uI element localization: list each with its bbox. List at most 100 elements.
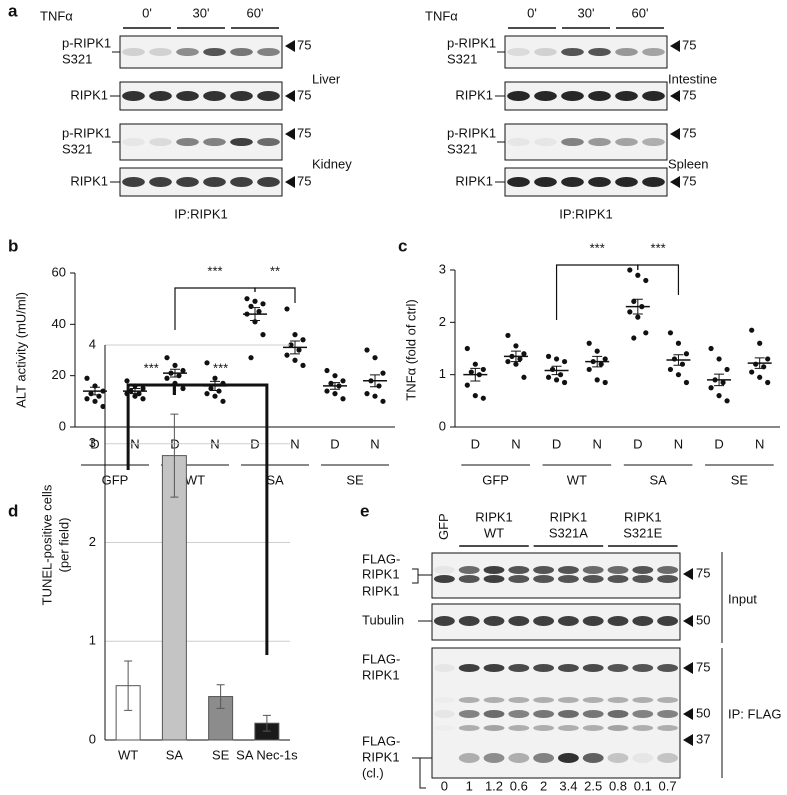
band — [533, 697, 555, 703]
row-label: (cl.) — [362, 765, 384, 780]
significance-bracket — [254, 287, 296, 303]
band — [657, 566, 679, 574]
data-point — [631, 335, 637, 341]
marker-arrow — [683, 615, 693, 627]
data-point — [180, 367, 186, 374]
data-point — [671, 356, 678, 362]
data-point — [724, 366, 730, 373]
band — [434, 697, 455, 703]
marker-arrow — [285, 176, 295, 188]
marker: 50 — [696, 612, 710, 627]
band — [483, 575, 505, 583]
row-label: RIPK1 — [362, 749, 400, 764]
band — [657, 710, 679, 718]
band — [607, 753, 629, 763]
y-tick-label: 60 — [52, 264, 66, 279]
tissue-label: Spleen — [668, 156, 708, 171]
data-point — [364, 347, 370, 353]
group-label: GFP — [482, 472, 509, 487]
data-point — [252, 298, 258, 304]
band — [508, 616, 530, 626]
band — [657, 664, 679, 672]
y-tick-label: 1 — [439, 366, 446, 381]
row-label: RIPK1 — [455, 87, 493, 102]
row-label: FLAG- — [362, 733, 400, 748]
band — [642, 91, 665, 101]
data-point — [480, 366, 486, 373]
marker-arrow — [670, 128, 680, 140]
marker: 50 — [696, 705, 710, 720]
band — [615, 48, 638, 56]
data-point — [757, 340, 763, 346]
band — [433, 616, 455, 626]
data-point — [164, 375, 170, 381]
data-point — [468, 369, 474, 375]
row-label: RIPK1 — [362, 583, 400, 598]
group-label: SE — [731, 472, 749, 487]
significance-bracket — [555, 264, 639, 320]
data-point — [180, 385, 186, 392]
band — [176, 48, 199, 56]
data-point — [505, 358, 511, 365]
panel-label: d — [8, 501, 18, 520]
sem-bar — [470, 367, 481, 382]
band — [588, 48, 611, 56]
x-tick-label: D — [90, 436, 99, 451]
x-tick-label: D — [330, 436, 339, 451]
y-axis-label: TNFα (fold of ctrl) — [403, 299, 418, 400]
row-label: S321 — [447, 141, 477, 156]
band — [203, 48, 226, 56]
blot — [504, 123, 668, 161]
row-label: FLAG- — [362, 651, 400, 666]
band — [508, 710, 530, 718]
significance-bracket — [637, 264, 680, 295]
treatment-label: TNFα — [40, 8, 73, 23]
band — [557, 753, 579, 763]
data-point — [292, 332, 298, 338]
band — [615, 177, 638, 187]
band — [458, 616, 480, 626]
data-point — [545, 374, 552, 380]
data-point — [376, 383, 382, 389]
band — [657, 753, 679, 763]
band — [607, 575, 629, 583]
band — [533, 664, 555, 672]
data-point — [380, 398, 386, 404]
timepoint: 60' — [247, 5, 264, 20]
band — [458, 566, 480, 574]
data-point — [260, 301, 266, 307]
x-tick-label: N — [592, 436, 601, 451]
timepoint: 30' — [193, 5, 210, 20]
data-point — [248, 355, 254, 361]
band — [582, 616, 604, 626]
quantification: 2.5 — [584, 778, 602, 793]
band — [458, 575, 480, 583]
significance: *** — [144, 360, 159, 375]
band — [588, 177, 611, 187]
data-point — [602, 356, 608, 362]
data-point — [586, 366, 592, 373]
group-label: RIPK1 — [624, 509, 662, 524]
significance: *** — [213, 360, 228, 375]
sem-bar — [250, 307, 260, 321]
tissue-label: Liver — [312, 71, 341, 86]
band — [557, 725, 579, 731]
band — [657, 725, 679, 731]
band — [257, 48, 280, 56]
band — [557, 575, 579, 583]
data-point — [627, 309, 633, 315]
x-tick-label: N — [370, 436, 379, 451]
data-point — [549, 366, 556, 373]
error-bar — [170, 413, 179, 498]
x-tick-label: N — [755, 436, 764, 451]
band — [607, 710, 629, 718]
band — [508, 753, 530, 763]
band — [561, 138, 584, 146]
band — [176, 91, 199, 101]
data-point — [553, 377, 560, 383]
data-point — [256, 308, 262, 315]
blot — [504, 167, 668, 197]
band — [533, 710, 555, 718]
y-tick-label: 1 — [89, 633, 96, 648]
sem-bar — [170, 368, 180, 378]
